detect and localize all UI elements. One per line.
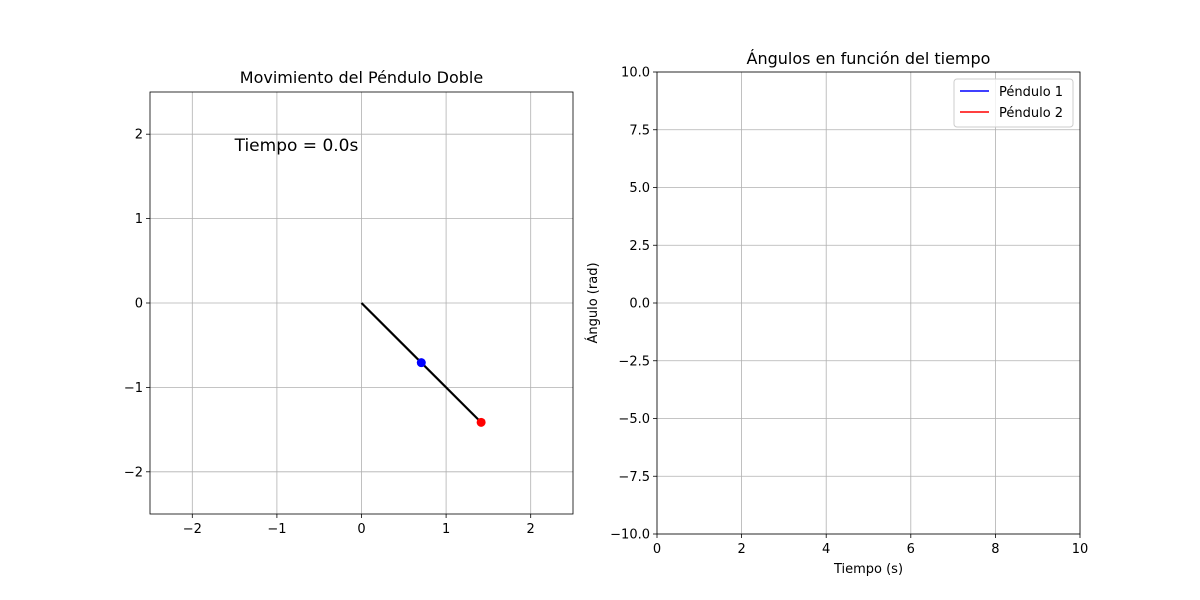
y-tick-label: 7.5 [629, 123, 650, 138]
x-tick-label: −2 [183, 522, 202, 537]
x-tick-label: 4 [822, 542, 830, 557]
x-tick-label: 2 [527, 522, 535, 537]
x-tick-label: −1 [267, 522, 286, 537]
y-tick-label: 2 [135, 128, 143, 143]
y-tick-label: −10.0 [610, 528, 650, 543]
plot-area-1: 0 2 4 6 8 10 −10.0 −7.5 −5.0 −2.5 0.0 2.5 5.0 7.5 10.0 [610, 66, 1088, 558]
pendulum-motion-panel: Tiempo = 0.0s −2 −1 0 1 2 −2 −1 0 1 2 Movimiento d… [124, 68, 574, 537]
angles-legend: Péndulo 1 Péndulo 2 [953, 78, 1074, 128]
x-tick-label: 0 [653, 542, 661, 557]
angles-plot-title: Ángulos en función del tiempo [747, 49, 991, 68]
time-annotation: Tiempo = 0.0s [234, 136, 359, 156]
y-tick-label: −1 [124, 381, 143, 396]
angles-vs-time-panel: 0 2 4 6 8 10 −10.0 −7.5 −5.0 −2.5 0.0 2.5 5.0 7.5 10.0… [585, 49, 1088, 577]
y-tick-label: 0 [135, 297, 143, 312]
y-tick-label: −7.5 [618, 470, 650, 485]
legend-label-pendulo-2: Péndulo 2 [999, 106, 1063, 121]
pendulum-bob-1 [416, 358, 426, 368]
y-tick-label: 2.5 [629, 239, 650, 254]
y-tick-label: 1 [135, 212, 143, 227]
plot-area-0: Tiempo = 0.0s −2 −1 0 1 2 −2 −1 0 1 2 [124, 91, 574, 537]
x-tick-label: 6 [907, 542, 915, 557]
x-tick-label: 8 [991, 542, 999, 557]
x-tick-label: 0 [357, 522, 365, 537]
y-tick-label: 5.0 [629, 181, 650, 196]
legend-label-pendulo-1: Péndulo 1 [999, 85, 1063, 100]
y-tick-label: −2 [124, 465, 143, 480]
x-tick-label: 1 [442, 522, 450, 537]
y-tick-label: −2.5 [618, 354, 650, 369]
y-tick-label: 10.0 [621, 66, 650, 81]
x-tick-label: 2 [737, 542, 745, 557]
y-tick-label: 0.0 [629, 297, 650, 312]
pendulum-plot-title: Movimiento del Péndulo Doble [240, 68, 483, 87]
angles-y-axis-label: Ángulo (rad) [585, 262, 601, 343]
x-tick-label: 10 [1072, 542, 1089, 557]
angles-x-axis-label: Tiempo (s) [833, 562, 903, 577]
y-tick-label: −5.0 [618, 412, 650, 427]
pendulum-bob-2 [476, 417, 486, 427]
